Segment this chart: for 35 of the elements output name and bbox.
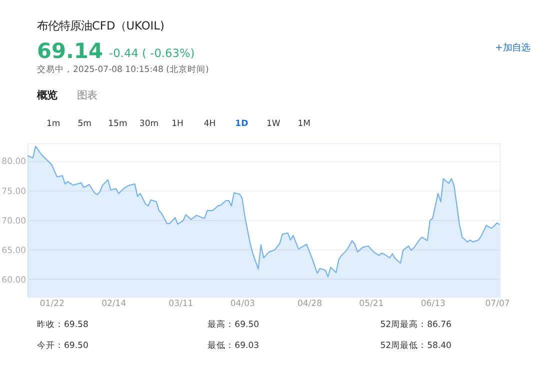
x-tick-label: 03/11 <box>168 298 194 309</box>
x-tick-label: 06/13 <box>420 298 446 309</box>
text: 1m <box>46 119 60 130</box>
x-tick-label: 02/14 <box>102 298 126 309</box>
y-tick-label: 80.00 <box>2 157 26 168</box>
text: 交易中，2025-07-08 10:15:48 (北京时间) <box>36 64 209 76</box>
text: 30m <box>139 119 159 130</box>
text: 52周最高：86.76 <box>380 319 452 330</box>
x-tick-label: 01/22 <box>40 298 64 309</box>
text: 4H <box>204 119 216 130</box>
text: 1W <box>266 119 281 130</box>
text: 1M <box>298 119 311 130</box>
text: 1D <box>235 119 248 130</box>
text: 昨收：69.58 <box>36 319 88 330</box>
x-tick-label: 05/21 <box>359 298 384 309</box>
x-tick-label: 04/03 <box>230 298 255 309</box>
y-tick-label: 65.00 <box>2 246 26 256</box>
text: -0.44 ( -0.63%) <box>109 46 195 60</box>
text: 图表 <box>76 90 97 102</box>
x-tick-label: 04/28 <box>297 298 322 309</box>
y-tick-label: 60.00 <box>2 275 26 286</box>
text: 52周最低：58.40 <box>380 340 452 352</box>
text: 最高：69.50 <box>208 319 260 330</box>
text: 最低：69.03 <box>208 340 260 352</box>
text: 1H <box>172 119 184 130</box>
text: 5m <box>78 119 92 130</box>
y-tick-label: 70.00 <box>2 216 26 226</box>
y-tick-label: 75.00 <box>2 186 26 197</box>
chart-title: 布伦特原油CFD（UKOIL) <box>36 18 164 32</box>
text: 15m <box>108 119 128 130</box>
text: +加自选 <box>495 42 530 54</box>
text: 今开：69.50 <box>36 340 88 352</box>
text: 69.14 <box>36 38 103 63</box>
text: 概览 <box>36 90 57 102</box>
x-tick-label: 07/07 <box>485 298 510 309</box>
